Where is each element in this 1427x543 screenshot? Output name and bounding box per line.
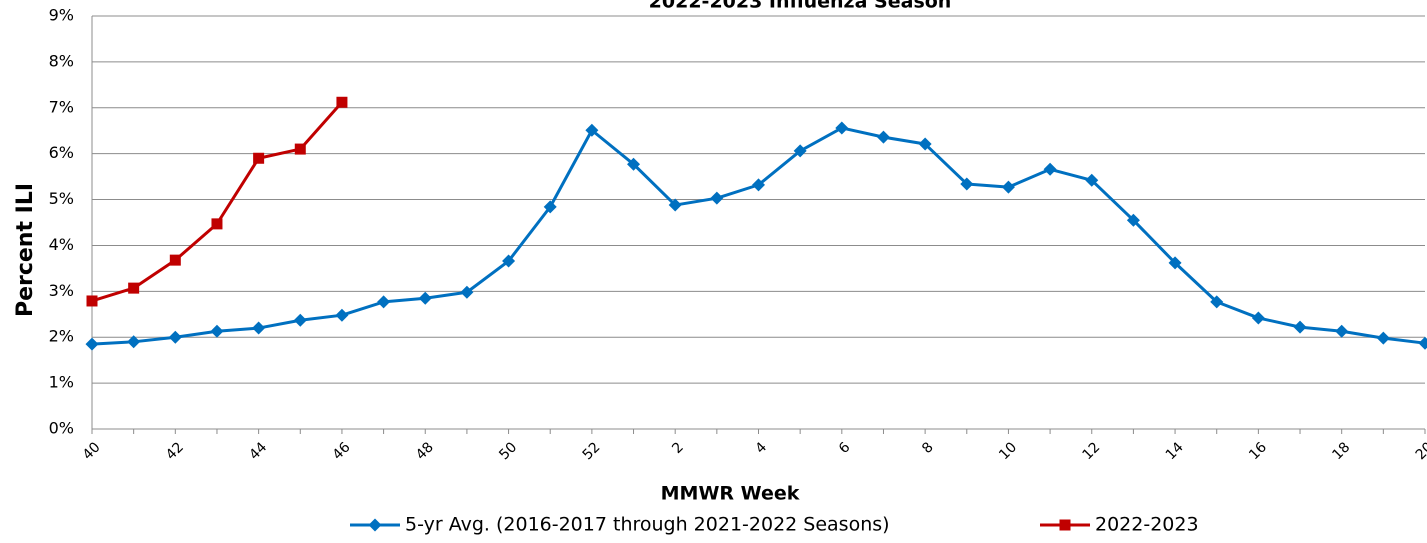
data-point [710, 191, 724, 205]
data-point [1085, 173, 1099, 187]
data-point [793, 144, 807, 158]
x-tick-label: 16 [1246, 439, 1270, 463]
data-point [1376, 331, 1390, 345]
legend-marker [1059, 519, 1071, 531]
x-tick-label: 52 [580, 439, 604, 463]
data-point [1293, 320, 1307, 334]
x-tick-label: 10 [996, 439, 1020, 463]
x-tick-label: 18 [1329, 439, 1353, 463]
x-tick-label: 40 [80, 439, 104, 463]
legend-label: 2022-2023 [1095, 514, 1199, 536]
data-point [1043, 162, 1057, 176]
data-point [668, 198, 682, 212]
data-point [752, 178, 765, 192]
x-tick-label: 6 [836, 439, 854, 457]
data-point [86, 295, 98, 307]
legend-label: 5-yr Avg. (2016-2017 through 2021-2022 S… [405, 514, 890, 536]
chart-title: 2022-2023 Influenza Season [649, 0, 952, 13]
data-point [835, 121, 849, 135]
legend-marker [368, 518, 382, 532]
y-tick-label: 7% [49, 97, 74, 116]
data-point [335, 308, 349, 322]
x-tick-label: 20 [1413, 439, 1427, 463]
series-line [91, 126, 1426, 346]
x-tick-label: 8 [919, 439, 937, 457]
y-tick-label: 9% [49, 6, 74, 25]
x-tick-label: 50 [496, 439, 520, 463]
data-point [253, 152, 265, 164]
y-tick-label: 0% [49, 419, 74, 438]
data-point [627, 157, 641, 171]
x-tick-label: 12 [1079, 439, 1103, 463]
data-point [1210, 295, 1224, 309]
data-point [1418, 336, 1427, 350]
data-point [210, 324, 224, 338]
data-point [127, 335, 141, 349]
data-point [377, 295, 391, 309]
y-tick-label: 2% [49, 327, 74, 346]
data-point [85, 337, 99, 351]
x-tick-label: 46 [330, 439, 354, 463]
x-axis-label: MMWR Week [661, 483, 800, 505]
data-point [294, 143, 306, 155]
x-tick-label: 48 [413, 439, 437, 463]
y-tick-label: 8% [49, 51, 74, 70]
data-point [1126, 213, 1140, 227]
y-axis-label: Percent ILI [13, 183, 38, 317]
series-line [91, 101, 344, 303]
data-point [252, 321, 266, 335]
data-point [211, 218, 223, 230]
y-tick-label: 3% [49, 281, 74, 300]
x-tick-label: 42 [163, 439, 187, 463]
data-point [168, 330, 182, 344]
data-point [1251, 311, 1265, 325]
data-point [1001, 180, 1015, 194]
data-point [293, 313, 307, 327]
data-point [418, 291, 432, 305]
data-point [960, 177, 974, 191]
data-point [876, 130, 890, 144]
x-tick-label: 4 [753, 439, 771, 457]
y-tick-label: 6% [49, 143, 74, 162]
data-point [918, 137, 932, 151]
y-tick-label: 1% [49, 373, 74, 392]
data-point [502, 254, 516, 268]
data-point [128, 282, 140, 294]
y-tick-label: 5% [49, 189, 74, 208]
data-point [169, 254, 181, 266]
data-point [543, 200, 557, 214]
data-point [460, 285, 474, 299]
data-point [585, 123, 599, 137]
x-tick-label: 2 [669, 439, 687, 457]
data-point [336, 96, 348, 108]
y-tick-label: 4% [49, 235, 74, 254]
x-tick-label: 44 [246, 439, 270, 463]
x-tick-label: 14 [1163, 439, 1187, 463]
data-point [1168, 256, 1182, 270]
data-point [1335, 324, 1349, 338]
